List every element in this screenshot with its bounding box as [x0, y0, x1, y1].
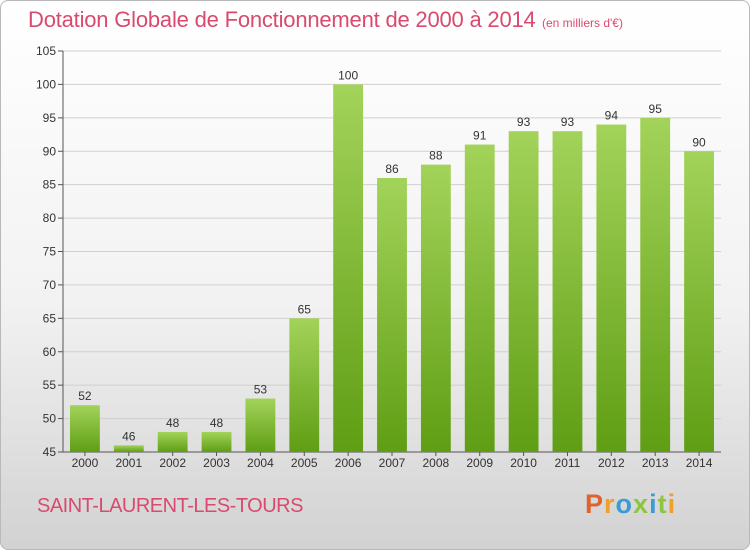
logo-letter: x [633, 489, 650, 519]
bar [70, 405, 100, 452]
y-tick-label: 50 [43, 412, 57, 426]
bar [420, 164, 451, 452]
x-tick-label: 2003 [203, 456, 230, 470]
y-tick-label: 85 [43, 178, 57, 192]
bar [201, 431, 232, 452]
bar [289, 318, 320, 452]
bar-value-label: 93 [517, 115, 531, 129]
x-tick-label: 2001 [115, 456, 142, 470]
chart-unit: (en milliers d'€) [542, 16, 623, 30]
bar [508, 131, 539, 452]
bar-value-label: 53 [254, 383, 268, 397]
bar [157, 431, 188, 452]
y-tick-label: 60 [43, 345, 57, 359]
chart-title: Dotation Globale de Fonctionnement de 20… [28, 7, 536, 32]
y-tick-label: 95 [43, 111, 57, 125]
bar-value-label: 48 [166, 416, 180, 430]
bar-value-label: 88 [429, 149, 443, 163]
logo-letter: o [615, 489, 634, 519]
bar-value-label: 93 [561, 115, 575, 129]
label-layer: 52 46 48 48 53 65 100 86 88 91 93 93 94 95 90 [78, 68, 706, 443]
y-tick-label: 105 [36, 44, 56, 58]
y-tick-label: 70 [43, 278, 57, 292]
x-tick-label: 2012 [598, 456, 625, 470]
bar-value-label: 95 [649, 102, 663, 116]
bar [552, 131, 583, 452]
y-tick-label: 65 [43, 311, 57, 325]
bar-value-label: 86 [385, 162, 399, 176]
bar-layer [70, 84, 714, 453]
x-tick-label: 2004 [247, 456, 274, 470]
bar-value-label: 46 [122, 429, 136, 443]
bar [684, 151, 714, 452]
logo-letter: r [604, 489, 616, 519]
y-tick-label: 90 [43, 144, 57, 158]
logo-letter: i [649, 489, 658, 519]
x-tick-label: 2002 [159, 456, 186, 470]
x-tick-label: 2008 [423, 456, 450, 470]
bar-value-label: 65 [298, 302, 312, 316]
y-tick-label: 55 [43, 378, 57, 392]
proxiti-logo[interactable]: Proxiti [585, 489, 676, 520]
bar-value-label: 100 [338, 68, 358, 82]
x-tick-label: 2007 [379, 456, 406, 470]
x-tick-label: 2000 [72, 456, 99, 470]
bar-value-label: 48 [210, 416, 224, 430]
bar-value-label: 52 [78, 389, 92, 403]
logo-letter: t [657, 489, 668, 519]
y-tick-label: 80 [43, 211, 57, 225]
y-tick-label: 45 [43, 445, 57, 459]
logo-letter: P [585, 489, 605, 519]
x-tick-label: 2011 [555, 456, 581, 470]
bar-value-label: 90 [692, 135, 706, 149]
bar [333, 84, 364, 453]
bar [377, 177, 407, 452]
bar [113, 445, 144, 452]
y-tick-label: 100 [36, 77, 56, 91]
logo-letter: i [667, 489, 677, 519]
bar [596, 124, 627, 453]
bar-value-label: 91 [473, 129, 487, 143]
bar-value-label: 94 [605, 109, 619, 123]
x-tick-label: 2005 [291, 456, 318, 470]
x-tick-label: 2013 [642, 456, 669, 470]
y-tick-label: 75 [43, 245, 57, 259]
x-tick-label: 2006 [335, 456, 362, 470]
x-tick-label: 2010 [510, 456, 537, 470]
x-tick-label: 2014 [686, 456, 713, 470]
x-tick-label: 2009 [466, 456, 493, 470]
axis-layer: 45 50 55 60 65 70 75 80 85 90 95 100 105 2000 2001 2002… [36, 44, 721, 470]
bar [640, 117, 671, 452]
commune-name: SAINT-LAURENT-LES-TOURS [37, 495, 303, 517]
bar [464, 144, 495, 453]
bar [245, 398, 276, 452]
